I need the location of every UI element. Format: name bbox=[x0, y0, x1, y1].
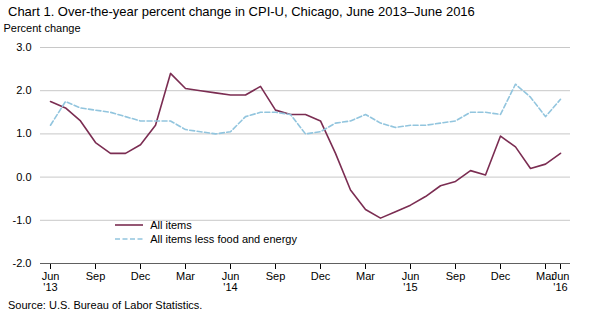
svg-text:Percent change: Percent change bbox=[4, 22, 81, 34]
html-text:All items: All items bbox=[150, 218, 192, 231]
svg-text:Mar: Mar bbox=[536, 270, 555, 283]
svg-text:0.0: 0.0 bbox=[16, 171, 31, 183]
svg-text:Sep: Sep bbox=[446, 270, 466, 282]
svg-text:Mar: Mar bbox=[356, 270, 375, 282]
svg-text:-1.0: -1.0 bbox=[13, 214, 32, 226]
svg-text:Dec: Dec bbox=[131, 270, 151, 282]
svg-text:Jun'15: Jun'15 bbox=[402, 270, 420, 293]
html-text:All items less food and energy: All items less food and energy bbox=[150, 232, 297, 245]
svg-text:Dec: Dec bbox=[491, 270, 511, 282]
svg-text:-2.0: -2.0 bbox=[13, 257, 32, 269]
svg-text:Jun'14: Jun'14 bbox=[222, 270, 240, 293]
html-text:Chart 1. Over-the-year percent: Chart 1. Over-the-year percent change in… bbox=[8, 4, 475, 19]
svg-text:1.0: 1.0 bbox=[16, 127, 31, 139]
svg-text:Jun'13: Jun'13 bbox=[42, 270, 60, 293]
svg-text:Dec: Dec bbox=[311, 270, 331, 282]
svg-text:Sep: Sep bbox=[86, 270, 106, 282]
svg-text:Mar: Mar bbox=[176, 270, 195, 282]
html-text:Source: U.S. Bureau of Labor S: Source: U.S. Bureau of Labor Statistics. bbox=[8, 299, 203, 311]
svg-text:2.0: 2.0 bbox=[16, 84, 31, 96]
svg-text:Sep: Sep bbox=[266, 270, 286, 282]
svg-text:Jun'16: Jun'16 bbox=[552, 270, 570, 293]
svg-text:3.0: 3.0 bbox=[16, 41, 31, 53]
